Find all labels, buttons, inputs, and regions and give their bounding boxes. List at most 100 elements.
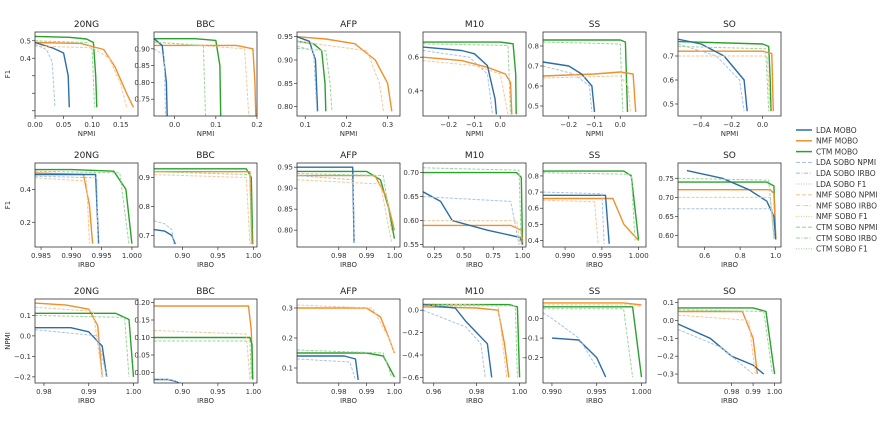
series-line-lda-sobo	[297, 45, 318, 112]
x-tick-label: 0.15	[113, 121, 129, 129]
series-line-nmf-mobo	[35, 41, 135, 108]
panel-title: M10	[465, 151, 484, 161]
series-line-lda-mobo	[678, 38, 748, 112]
y-tick-label: 0.4	[20, 186, 32, 194]
series-line-lda-sobo	[423, 309, 486, 378]
x-axis-label: IRBO	[340, 397, 358, 405]
x-tick-label: 0.1	[210, 121, 221, 129]
y-tick-label: 0.4	[528, 237, 540, 245]
x-tick-label: −0.4	[693, 121, 711, 129]
series-line-nmf-sobo	[35, 177, 90, 244]
x-tick-label: 1.00	[246, 388, 262, 396]
series-line-ctm-sobo	[154, 171, 252, 245]
y-tick-label: 0.1	[20, 312, 31, 320]
series-line-ctm-sobo	[543, 308, 634, 378]
panel-1-4: SS 0.990 0.995 1.000 0.4 0.5 0.6 0.7 0.8 IRBO	[528, 151, 649, 269]
series-line-nmf-sobo	[423, 220, 521, 245]
x-tick-label: 0.1	[300, 121, 311, 129]
y-tick-label: 0.80	[134, 79, 150, 87]
y-tick-label: 0.1	[282, 365, 293, 373]
x-tick-label: 0.0	[757, 121, 768, 129]
series-line-ctm-sobo	[154, 340, 252, 380]
panel-title: BBC	[196, 20, 214, 30]
x-tick-label: 1.000	[122, 252, 142, 260]
series-line-nmf-sobo	[297, 40, 384, 112]
series-line-ctm-mobo	[678, 40, 772, 112]
y-tick-label: −0.3	[657, 371, 674, 379]
series-line-nmf-mobo	[678, 188, 777, 240]
x-axis-label: NPMI	[78, 130, 96, 138]
panel-title: SO	[723, 20, 736, 30]
x-tick-label: 1.00	[767, 388, 783, 396]
series-line-ctm-mobo	[154, 336, 254, 380]
panel-title: AFP	[340, 151, 357, 161]
x-tick-label: 0.05	[56, 121, 72, 129]
x-tick-label: 0.10	[84, 121, 100, 129]
series-group	[678, 307, 776, 375]
legend-label: LDA SOBO IRBO	[816, 169, 876, 178]
series-line-lda-mobo	[35, 41, 70, 108]
y-tick-label: 0.0	[20, 332, 31, 340]
series-line-nmf-mobo	[678, 50, 774, 112]
series-line-nmf-mobo	[543, 71, 637, 113]
x-axis-label: IRBO	[721, 397, 739, 405]
series-group	[297, 36, 393, 112]
series-line-lda-sobo	[543, 191, 605, 244]
series-line-ctm-mobo	[35, 35, 98, 108]
y-tick-label: 0.2	[20, 219, 31, 227]
series-line-nmf-sobo	[423, 60, 509, 115]
y-tick-label: 0.7	[528, 63, 539, 71]
x-tick-label: 0.995	[92, 252, 112, 260]
y-tick-label: 0.7	[663, 53, 674, 61]
x-tick-label: 0.95	[210, 252, 226, 260]
series-line-lda-sobo	[35, 43, 56, 108]
y-tick-label: 0.80	[277, 227, 293, 235]
y-tick-label: 0.0	[663, 317, 674, 325]
panel-0-0: 20NG 0.00 0.05 0.10 0.15 0.4 0.5 NPMI F1	[4, 20, 139, 138]
series-line-nmf-sobo	[678, 314, 756, 375]
panel-title: BBC	[196, 151, 214, 161]
y-tick-label: 0.7	[139, 232, 150, 240]
legend-label: NMF MOBO	[816, 137, 858, 146]
series-group	[423, 41, 517, 115]
x-tick-label: −0.1	[586, 121, 603, 129]
series-line-nmf-mobo	[423, 306, 510, 378]
y-tick-label: 0.90	[134, 45, 150, 53]
x-tick-label: 0.99	[359, 252, 375, 260]
y-tick-label: 0.95	[277, 33, 293, 41]
y-tick-label: 0.5	[528, 103, 539, 111]
series-line-ctm-mobo	[297, 352, 396, 378]
series-line-lda-sobo	[678, 328, 754, 375]
series-line-lda-sobo	[678, 208, 775, 240]
series-line-ctm-mobo	[678, 181, 777, 240]
panel-2-3: M10 0.96 0.98 1.00 −0.6 −0.4 −0.2 0.0 IRBO	[402, 287, 527, 405]
y-tick-label: 0.3	[282, 305, 293, 313]
series-line-nmf-mobo	[678, 310, 759, 375]
x-tick-label: 0.3	[382, 121, 393, 129]
panel-1-0: 20NG 0.985 0.990 0.995 1.000 0.2 0.4 IRBO F1	[4, 151, 142, 269]
series-line-ctm-sobo	[678, 45, 770, 112]
y-tick-label: −0.1	[657, 335, 674, 343]
x-tick-label: 0.8	[735, 252, 746, 260]
x-tick-label: 1.00	[246, 252, 262, 260]
series-line-nmf-sobo	[154, 41, 250, 116]
panel-title: SO	[723, 287, 736, 297]
axes-frame	[296, 298, 401, 384]
y-tick-label: 0.6	[663, 77, 675, 85]
panel-title: AFP	[340, 20, 357, 30]
series-group	[423, 167, 524, 245]
x-tick-label: 0.98	[331, 388, 347, 396]
y-tick-label: 0.60	[403, 217, 419, 225]
axes-frame	[422, 162, 527, 248]
x-tick-label: 0.995	[587, 388, 607, 396]
panel-title: 20NG	[74, 287, 99, 297]
series-line-nmf-sobo	[543, 75, 631, 113]
y-axis-label: F1	[4, 201, 12, 209]
y-tick-label: 0.75	[658, 175, 674, 183]
series-line-lda-sobo	[543, 312, 598, 368]
panel-title: AFP	[340, 287, 357, 297]
series-group	[297, 166, 396, 243]
x-tick-label: 0.990	[542, 388, 562, 396]
series-line-lda-mobo	[423, 46, 498, 115]
series-group	[423, 303, 521, 378]
